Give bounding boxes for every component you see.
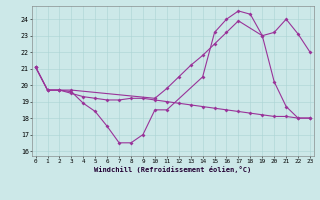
X-axis label: Windchill (Refroidissement éolien,°C): Windchill (Refroidissement éolien,°C) bbox=[94, 166, 252, 173]
